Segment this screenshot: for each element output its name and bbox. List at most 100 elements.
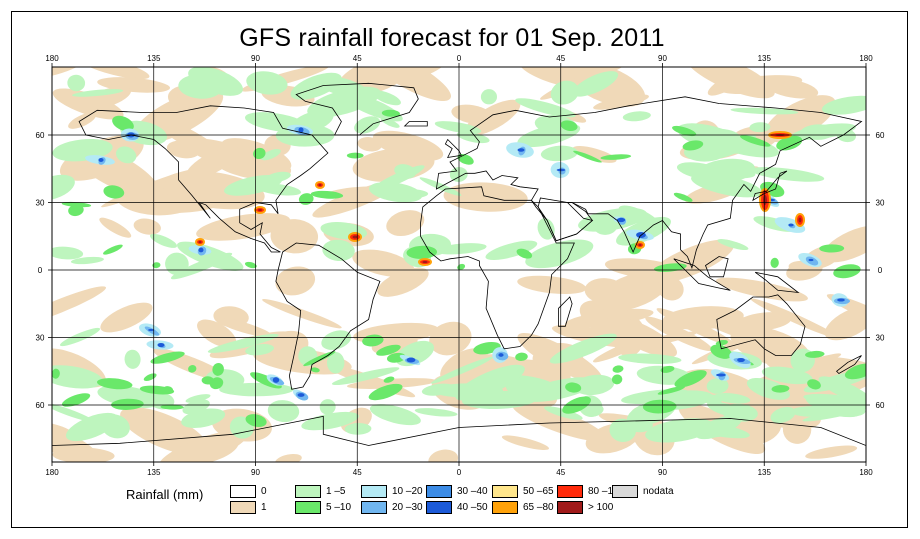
rain-1-5-patch <box>52 174 75 201</box>
legend-swatch <box>295 485 321 498</box>
rain-1-5-patch <box>70 256 104 265</box>
lon-label-bottom: 90 <box>658 468 667 477</box>
lat-label-right: 60 <box>876 401 885 410</box>
rainfall-field <box>52 67 866 462</box>
rain-1-5-patch <box>434 121 482 134</box>
light-rain-patch <box>750 298 840 339</box>
rain-1-5-patch <box>246 71 288 95</box>
light-rain-patch <box>68 112 97 129</box>
lat-label-left: 60 <box>36 401 45 410</box>
light-rain-patch <box>517 275 587 295</box>
rain-5-10-patch <box>660 365 675 373</box>
rain-1-5-patch <box>489 388 507 408</box>
light-rain-patch <box>764 95 836 143</box>
rain-1-5-patch <box>717 239 749 251</box>
rain-5-10-patch <box>807 379 821 390</box>
legend-swatch <box>426 485 452 498</box>
rain-5-10-patch <box>139 385 175 395</box>
rain-1-5-patch <box>371 165 425 192</box>
rain-1-5-patch <box>431 356 494 384</box>
lon-label-bottom: 135 <box>758 468 772 477</box>
rain-5-10-patch <box>143 373 157 381</box>
rain-5-10-patch <box>833 264 861 279</box>
rain-1-5-patch <box>326 351 345 374</box>
rain-1-5-patch <box>185 394 211 403</box>
rain-1-5-patch <box>72 89 124 97</box>
rain-5-10-patch <box>298 193 314 205</box>
light-rain-patch <box>443 182 528 212</box>
rain-5-10-patch <box>573 150 602 163</box>
light-rain-patch <box>275 453 302 462</box>
legend-label: nodata <box>643 486 674 497</box>
rain-1-5-patch <box>181 408 226 428</box>
lon-label-bottom: 45 <box>353 468 362 477</box>
borneo-outline <box>705 256 729 278</box>
legend-swatch <box>426 501 452 514</box>
rain-1-5-patch <box>485 240 538 260</box>
rain-1-5-patch <box>372 90 401 106</box>
rain-1-5-patch <box>525 239 594 269</box>
light-rain-patch <box>657 276 684 301</box>
rain-5-10-patch <box>61 393 91 407</box>
north-america-outline <box>78 105 329 253</box>
greenland-outline <box>295 82 419 136</box>
lon-label-bottom: 135 <box>147 468 161 477</box>
legend-swatch <box>230 485 256 498</box>
rain-1-5-patch <box>267 400 300 423</box>
legend-swatch <box>295 501 321 514</box>
rain-40-50-patch <box>716 373 726 377</box>
south-america-outline <box>275 242 381 390</box>
rain-1-5-patch <box>791 123 856 141</box>
rain-5-10-patch <box>112 115 134 132</box>
rain-1-5-patch <box>770 407 796 424</box>
light-rain-patch <box>52 425 98 462</box>
light-rain-patch <box>596 271 669 312</box>
legend-swatch <box>492 501 518 514</box>
rain-1-5-patch <box>746 377 790 400</box>
light-rain-patch <box>215 317 272 338</box>
rain-40-50-patch <box>98 158 104 162</box>
rain-5-10-patch <box>565 382 582 393</box>
legend-label: 50 –65 <box>523 486 554 497</box>
light-rain-patch <box>52 286 107 326</box>
legend-swatch <box>557 501 583 514</box>
lon-label-top: 90 <box>658 54 667 63</box>
rain-5-10-patch <box>674 370 707 388</box>
indonesia-outline <box>673 258 731 291</box>
rain-5-10-patch <box>682 140 704 151</box>
rain-5-10-patch <box>68 204 84 217</box>
rain-1-5-patch <box>67 74 86 92</box>
rain-5-10-patch <box>346 152 364 159</box>
rain-1-5-patch <box>593 214 619 235</box>
legend-label: 40 –50 <box>457 502 488 513</box>
rain-over-100-patch <box>798 217 802 223</box>
rain-1-5-patch <box>706 378 729 394</box>
light-rain-patch <box>512 402 607 442</box>
lon-label-top: 135 <box>758 54 772 63</box>
rain-1-5-patch <box>116 146 137 164</box>
rain-1-5-patch <box>344 422 372 435</box>
light-rain-patch <box>151 116 232 164</box>
light-rain-patch <box>133 218 161 235</box>
light-rain-patch <box>196 213 291 241</box>
rain-1-5-patch <box>245 344 274 356</box>
rain-5-10-patch <box>771 384 790 393</box>
lon-label-top: 90 <box>251 54 260 63</box>
rain-5-10-patch <box>103 185 125 199</box>
rain-5-10-patch <box>383 376 395 383</box>
lon-label-bottom: 90 <box>251 468 260 477</box>
light-rain-patch <box>357 137 382 152</box>
light-rain-patch <box>275 266 316 296</box>
map-axis-labels: 180 180 135 135 90 90 45 45 0 0 45 45 90 90 135 135 180 1… <box>36 54 885 477</box>
rain-1-5-patch <box>224 174 283 196</box>
light-rain-patch <box>386 210 425 237</box>
lat-label-left: 30 <box>36 199 45 208</box>
rain-1-5-patch <box>52 403 94 422</box>
lon-label-top: 135 <box>147 54 161 63</box>
rain-1-5-patch <box>750 167 825 182</box>
rain-20-30-patch <box>805 256 819 266</box>
rain-1-5-patch <box>803 393 866 406</box>
rain-1-5-patch <box>207 333 279 353</box>
lat-label-right: 30 <box>876 199 885 208</box>
lat-label-right: 60 <box>876 131 885 140</box>
